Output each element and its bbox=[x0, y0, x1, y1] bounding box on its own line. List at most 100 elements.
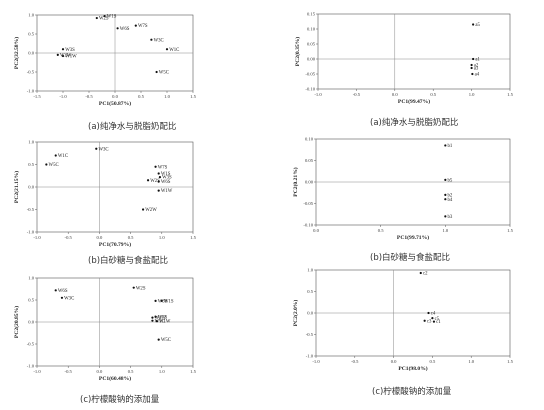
y-tick-label: -1.0 bbox=[27, 364, 35, 369]
point-label: W7S bbox=[158, 165, 168, 170]
point-label: W2W bbox=[145, 208, 157, 213]
point-label: a4 bbox=[475, 73, 480, 78]
x-tick-label: 1.5 bbox=[507, 92, 513, 97]
x-tick-label: 0.0 bbox=[392, 92, 398, 97]
data-point bbox=[470, 66, 473, 70]
data-point bbox=[151, 316, 154, 319]
data-point bbox=[132, 286, 135, 289]
x-tick-label: -1.0 bbox=[33, 369, 41, 374]
data-point bbox=[157, 338, 160, 341]
x-tick-label: 1.0 bbox=[164, 94, 170, 99]
caption-a-left: (a)纯净水与脱脂奶配比 bbox=[88, 122, 177, 132]
y-axis-label: PC2(0.35%) bbox=[294, 37, 301, 66]
y-tick-label: 0.0 bbox=[28, 320, 34, 325]
point-label: W1C bbox=[58, 154, 68, 159]
data-point bbox=[95, 16, 98, 20]
point-label: W1S bbox=[107, 15, 117, 20]
point-label: W2W bbox=[155, 316, 167, 321]
point-label: W2S bbox=[99, 17, 109, 22]
data-point bbox=[444, 198, 447, 201]
data-point bbox=[444, 215, 447, 218]
x-tick-label: -1.0 bbox=[33, 235, 41, 240]
data-point bbox=[165, 48, 169, 51]
y-tick-label: 0.10 bbox=[305, 137, 314, 142]
point-label: W3C bbox=[98, 147, 108, 152]
point-label: W1S bbox=[164, 299, 174, 304]
x-tick-label: 1.0 bbox=[468, 359, 474, 364]
data-point bbox=[419, 271, 422, 275]
point-label: W2W bbox=[60, 54, 72, 59]
y-tick-label: 0.10 bbox=[307, 27, 316, 32]
data-point bbox=[444, 178, 447, 181]
y-axis-label: PC2(0.21%) bbox=[292, 167, 299, 196]
x-axis-label: PC1(70.79%) bbox=[99, 241, 131, 248]
caption-a-right: (a)纯净水与脱脂奶配比 bbox=[370, 118, 459, 128]
data-point bbox=[155, 320, 158, 323]
data-point bbox=[154, 315, 157, 318]
x-tick-label: 0.0 bbox=[97, 369, 103, 374]
y-tick-label: 1.0 bbox=[307, 268, 313, 273]
point-label: W7S bbox=[158, 315, 168, 320]
x-tick-label: -1.0 bbox=[312, 359, 320, 364]
data-point bbox=[427, 311, 430, 315]
point-label: c3 bbox=[427, 319, 432, 324]
point-label: W6S bbox=[58, 289, 68, 294]
x-tick-label: 0.5 bbox=[430, 92, 436, 97]
point-label: a1 bbox=[475, 58, 480, 63]
y-tick-label: 1.0 bbox=[28, 140, 34, 145]
point-label: W7S bbox=[138, 24, 148, 29]
y-tick-label: 0.5 bbox=[28, 162, 34, 167]
data-point bbox=[151, 319, 154, 322]
data-point bbox=[56, 53, 59, 57]
data-point bbox=[61, 48, 65, 51]
point-label: W1W bbox=[65, 55, 77, 60]
x-axis-label: PC1(98.0%) bbox=[398, 365, 427, 372]
point-label: W1W bbox=[159, 320, 171, 325]
data-point bbox=[444, 193, 447, 196]
y-axis-label: PC2(21.15%) bbox=[13, 171, 20, 203]
point-label: c5 bbox=[435, 317, 440, 322]
y-tick-label: 1.0 bbox=[28, 276, 34, 281]
plot-frame bbox=[317, 13, 511, 90]
data-point bbox=[470, 63, 473, 67]
point-label: b3 bbox=[448, 215, 453, 220]
y-tick-label: -0.5 bbox=[27, 342, 35, 347]
y-axis-label: PC2(32.58%) bbox=[13, 37, 20, 69]
x-tick-label: 1.0 bbox=[442, 228, 448, 233]
y-tick-label: 0.0 bbox=[307, 311, 313, 316]
data-point bbox=[150, 38, 153, 41]
y-tick-label: 0.05 bbox=[305, 158, 314, 163]
data-point bbox=[157, 189, 160, 192]
data-point bbox=[158, 176, 162, 179]
data-point bbox=[431, 317, 434, 320]
y-tick-label: -0.05 bbox=[305, 72, 315, 77]
point-label: a5 bbox=[475, 23, 480, 28]
data-point bbox=[444, 144, 447, 147]
point-label: W3C bbox=[64, 296, 74, 301]
point-label: W3S bbox=[65, 48, 75, 53]
point-label: b2 bbox=[448, 194, 453, 199]
y-tick-label: -1.0 bbox=[27, 230, 35, 235]
point-label: b1 bbox=[448, 144, 453, 149]
x-tick-label: 0.5 bbox=[378, 228, 384, 233]
point-label: W6S bbox=[161, 180, 171, 185]
caption-b-right: (b)白砂糖与食盐配比 bbox=[370, 253, 451, 263]
data-point bbox=[134, 24, 137, 27]
y-tick-label: -1.0 bbox=[27, 89, 35, 94]
x-tick-label: 1.0 bbox=[469, 92, 475, 97]
point-label: a3 bbox=[474, 67, 479, 72]
point-label: W1C bbox=[155, 319, 165, 324]
data-point bbox=[423, 319, 426, 322]
y-tick-label: -0.10 bbox=[303, 223, 313, 228]
x-axis-label: PC1(99.47%) bbox=[398, 98, 430, 105]
x-tick-label: 0.0 bbox=[391, 359, 397, 364]
point-label: W6S bbox=[120, 27, 130, 32]
data-point bbox=[472, 57, 475, 61]
x-tick-label: 1.5 bbox=[507, 359, 513, 364]
x-tick-label: -0.5 bbox=[351, 359, 359, 364]
y-tick-label: 0.0 bbox=[28, 51, 34, 56]
data-point bbox=[146, 179, 150, 182]
x-tick-label: 0.5 bbox=[430, 359, 436, 364]
point-label: W1C bbox=[169, 48, 179, 53]
point-label: W2S bbox=[136, 286, 146, 291]
